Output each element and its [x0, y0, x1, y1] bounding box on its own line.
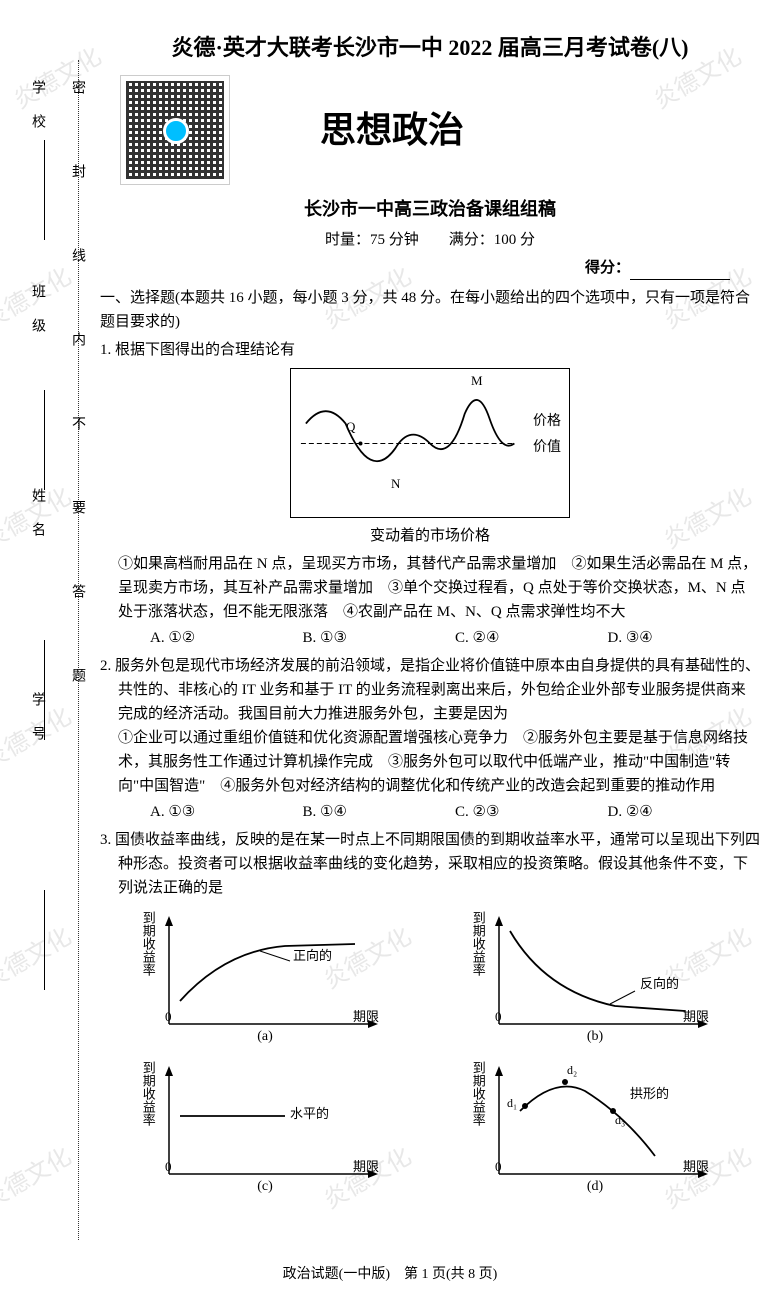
q1-point-n: N [391, 474, 400, 495]
q1-chart: Q M N 价格 价值 [290, 368, 570, 518]
q3a-ylabel: 到期收益率 [137, 911, 158, 976]
exam-header-title: 炎德·英才大联考长沙市一中 2022 届高三月考试卷(八) [100, 30, 760, 65]
q2-opt-d: D. ②④ [608, 800, 761, 824]
q3a-caption: (a) [125, 1026, 405, 1048]
q3-charts-grid: 到期收益率 期限 正向的 0 (a) 到期收益率 期限 反向的 0 (b) [100, 906, 760, 1206]
q3-chart-b: 到期收益率 期限 反向的 0 (b) [455, 906, 735, 1056]
question-1-stem: 1. 根据下图得出的合理结论有 [100, 338, 760, 362]
score-blank [630, 279, 730, 280]
subtitle: 长沙市一中高三政治备课组组稿 [100, 195, 760, 224]
q2-opt-a: A. ①③ [150, 800, 303, 824]
q1-opt-b: B. ①③ [303, 626, 456, 650]
time-info: 时量：75 分钟 满分：100 分 [100, 228, 760, 252]
page-footer: 政治试题(一中版) 第 1 页(共 8 页) [0, 1264, 780, 1286]
binding-text: 密 封 线 内 不 要 答 题 [68, 80, 88, 1230]
score-line: 得分： [100, 256, 760, 280]
q3b-caption: (b) [455, 1026, 735, 1048]
q3d-pt1: d₁ [507, 1094, 517, 1113]
q2-opt-c: C. ②③ [455, 800, 608, 824]
q3a-label: 正向的 [293, 946, 332, 967]
q3d-pt2: d₂ [567, 1061, 577, 1080]
question-3-stem: 3. 国债收益率曲线，反映的是在某一时点上不同期限国债的到期收益率水平，通常可以… [100, 828, 760, 900]
q3c-ylabel: 到期收益率 [137, 1061, 158, 1126]
q2-options: A. ①③ B. ①④ C. ②③ D. ②④ [100, 800, 760, 824]
q1-opt-d: D. ③④ [608, 626, 761, 650]
q1-label-value: 价值 [533, 437, 561, 459]
q3d-label: 拱形的 [630, 1084, 669, 1105]
q1-statements: ①如果高档耐用品在 N 点，呈现买方市场，其替代产品需求量增加 ②如果生活必需品… [100, 552, 760, 624]
qr-code [120, 75, 230, 185]
score-label: 得分： [585, 259, 630, 276]
section-heading-text: 一、选择题 [100, 289, 175, 306]
q1-wave-svg [291, 369, 569, 518]
q3-chart-d: 到期收益率 期限 d₁ d₂ d₃ 拱形的 0 (d) [455, 1056, 735, 1206]
q3-chart-a: 到期收益率 期限 正向的 0 (a) [125, 906, 405, 1056]
q1-label-price: 价格 [533, 411, 561, 433]
q1-chart-caption: 变动着的市场价格 [100, 524, 760, 548]
q2-opt-b: B. ①④ [303, 800, 456, 824]
subject-title: 思想政治 [320, 101, 464, 159]
q3b-label: 反向的 [640, 974, 679, 995]
q3c-caption: (c) [125, 1176, 405, 1198]
q3d-caption: (d) [455, 1176, 735, 1198]
q1-point-m: M [471, 371, 483, 392]
q1-options: A. ①② B. ①③ C. ②④ D. ③④ [100, 626, 760, 650]
q3d-pt3: d₃ [615, 1111, 625, 1130]
q2-statements: ①企业可以通过重组价值链和优化资源配置增强核心竞争力 ②服务外包主要是基于信息网… [100, 726, 760, 798]
q3-chart-c: 到期收益率 期限 水平的 0 (c) [125, 1056, 405, 1206]
q1-opt-a: A. ①② [150, 626, 303, 650]
q1-point-q: Q [346, 417, 355, 438]
q3b-ylabel: 到期收益率 [467, 911, 488, 976]
main-content: 炎德·英才大联考长沙市一中 2022 届高三月考试卷(八) 思想政治 长沙市一中… [100, 30, 760, 1206]
q3d-ylabel: 到期收益率 [467, 1061, 488, 1126]
section-1-heading: 一、选择题(本题共 16 小题，每小题 3 分，共 48 分。在每小题给出的四个… [100, 286, 760, 334]
q3c-label: 水平的 [290, 1104, 329, 1125]
q1-opt-c: C. ②④ [455, 626, 608, 650]
question-2-stem: 2. 服务外包是现代市场经济发展的前沿领域，是指企业将价值链中原本由自身提供的具… [100, 654, 760, 726]
section-instruction: (本题共 16 小题，每小题 3 分，共 48 分。在每小题给出的四个选项中，只… [100, 290, 750, 330]
